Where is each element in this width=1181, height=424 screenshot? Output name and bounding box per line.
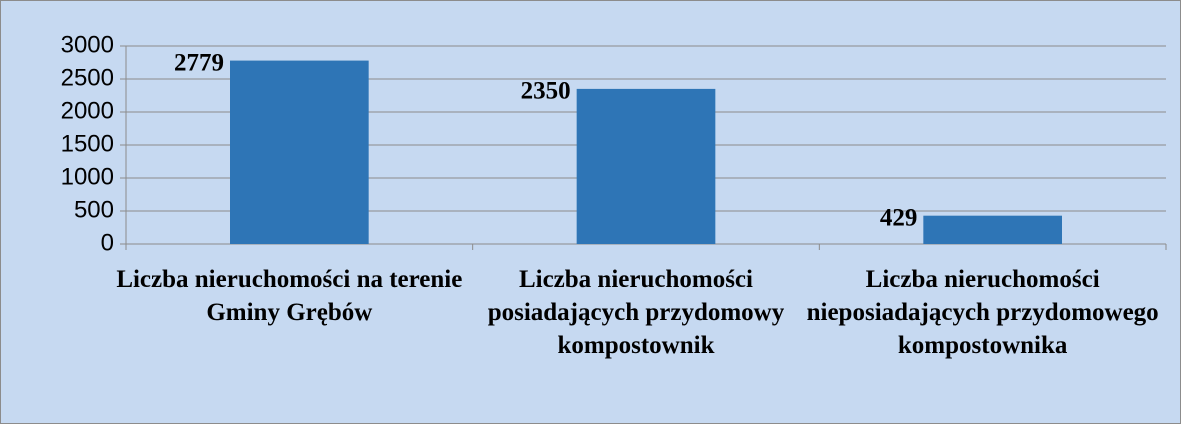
bar: [230, 60, 369, 244]
y-tick-label: 2500: [61, 64, 114, 91]
y-tick-label: 1000: [61, 163, 114, 190]
bar: [923, 215, 1062, 244]
y-tick-label: 0: [101, 229, 114, 256]
x-tick-label: Liczba nieruchomości na terenie Gminy Gr…: [116, 266, 463, 326]
y-tick-label: 500: [74, 196, 114, 223]
y-tick-label: 3000: [61, 31, 114, 58]
data-label: 2350: [521, 78, 571, 105]
x-tick-label: Liczba nieruchomości nieposiadających pr…: [806, 266, 1159, 359]
y-tick-label: 2000: [61, 97, 114, 124]
data-label: 2779: [174, 49, 224, 76]
y-tick-label: 1500: [61, 130, 114, 157]
data-label: 429: [880, 204, 918, 231]
bar: [576, 88, 716, 245]
x-tick-label: Liczba nieruchomości posiadających przyd…: [487, 266, 785, 359]
